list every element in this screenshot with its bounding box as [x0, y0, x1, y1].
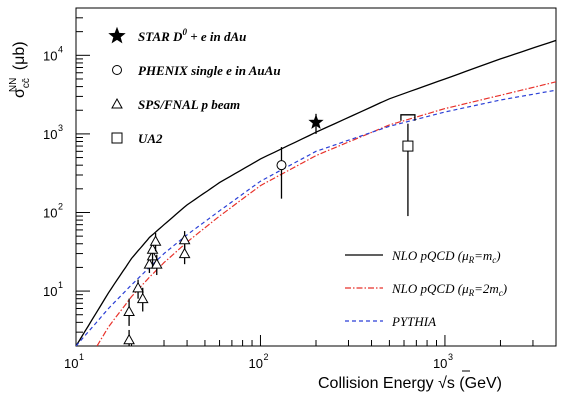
triangle-marker — [136, 292, 149, 304]
y-tick-label: 10 — [43, 48, 57, 63]
legend-entry-label: UA2 — [138, 131, 163, 146]
legend-experiments: STAR D0 + e in dAu PHENIX single e in AuA… — [108, 26, 281, 146]
star-marker — [108, 26, 126, 44]
legend-entry-label: SPS/FNAL p beam — [138, 97, 240, 112]
legend-theory-label: PYTHIA — [391, 314, 436, 329]
x-tick-label: 10 — [248, 356, 262, 371]
square-marker — [402, 140, 414, 152]
y-axis-label-text: σcc̄NN (μb) — [8, 41, 32, 98]
y-tick-exponent: 1 — [58, 280, 63, 290]
legend-entry-label: PHENIX single e in AuAu — [138, 63, 281, 78]
x-tick-exponent: 3 — [448, 352, 453, 362]
triangle-marker — [132, 281, 144, 293]
syst-bracket — [400, 114, 416, 121]
x-tick-exponent: 2 — [263, 352, 268, 362]
y-tick-label: 10 — [43, 284, 57, 299]
x-axis: 10 1 10 2 10 3 — [64, 335, 557, 371]
triangle-marker — [150, 258, 163, 269]
triangle-marker — [178, 233, 191, 245]
data-points — [123, 113, 416, 346]
x-tick-label: 10 — [64, 356, 78, 371]
theory-curves — [76, 39, 556, 346]
curve-nlo-pqcd-r-mc- — [76, 39, 556, 346]
square-marker — [111, 132, 123, 144]
x-tick-label: 10 — [433, 356, 447, 371]
y-tick-exponent: 2 — [58, 201, 63, 211]
y-tick-exponent: 4 — [58, 44, 63, 54]
circle-marker — [112, 65, 122, 75]
triangle-marker — [123, 333, 135, 345]
legend-theory-label: NLO pQCD (μR=mc) — [391, 248, 501, 265]
circle-marker — [276, 160, 287, 171]
curve-pythia — [76, 89, 556, 346]
y-tick-label: 10 — [43, 127, 57, 142]
legend-theory-label: NLO pQCD (μR=2mc) — [391, 281, 507, 298]
x-axis-label: Collision Energy √s (GeV) — [318, 375, 502, 392]
y-axis-label: σcc̄NN (μb) — [8, 41, 32, 98]
legend-theory: NLO pQCD (μR=mc) NLO pQCD (μR=2mc) PYTHIA — [345, 248, 507, 329]
y-tick-exponent: 3 — [58, 123, 63, 133]
x-tick-exponent: 1 — [79, 352, 84, 362]
legend-entry-label: STAR D0 + e in dAu — [138, 27, 246, 44]
triangle-marker — [123, 305, 135, 316]
triangle-marker — [111, 97, 123, 109]
y-tick-label: 10 — [43, 205, 57, 220]
curve-nlo-pqcd-r-2mc- — [96, 81, 556, 346]
axis-labels: Collision Energy √s (GeV) σcc̄NN (μb) — [8, 41, 502, 392]
triangle-marker — [178, 247, 191, 259]
triangle-marker — [149, 235, 162, 246]
star-marker — [308, 114, 324, 129]
